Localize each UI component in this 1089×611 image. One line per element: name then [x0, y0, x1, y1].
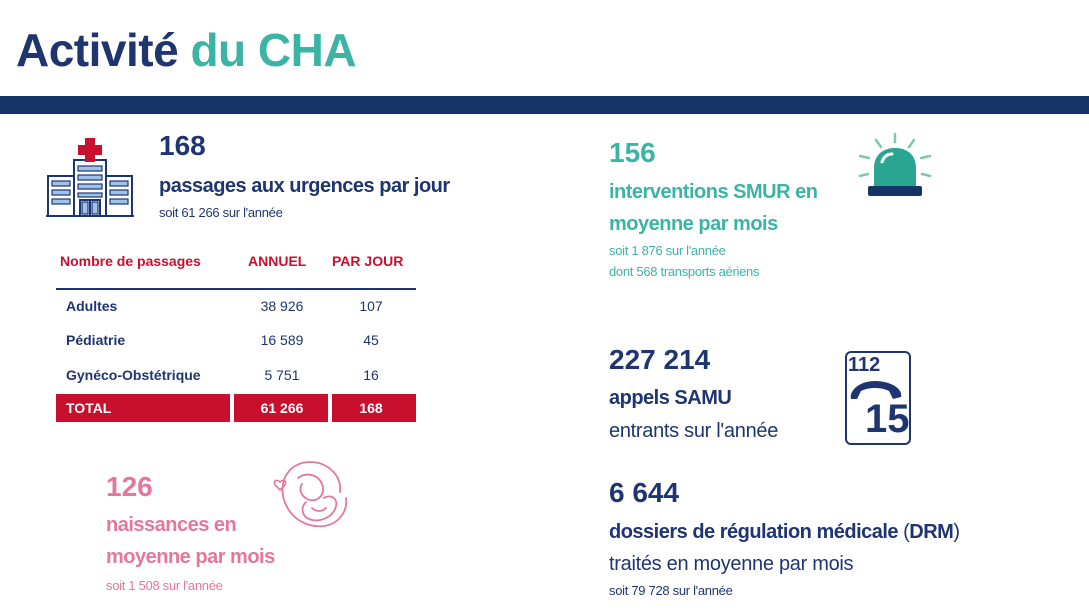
- total-annuel: 61 266: [260, 400, 304, 416]
- naissances-label-line2: moyenne par mois: [106, 546, 275, 568]
- drm-sub: soit 79 728 sur l'année: [609, 583, 733, 598]
- row-jour: 45: [363, 332, 379, 348]
- table-row: Adultes 38 926 107: [56, 292, 418, 320]
- urgences-value: 168: [159, 130, 206, 161]
- drm-label: dossiers de régulation médicale (DRM): [609, 516, 960, 548]
- row-label: Adultes: [66, 298, 118, 314]
- drm-value: 6 644: [609, 477, 680, 508]
- urgences-label: passages aux urgences par jour: [159, 175, 450, 197]
- drm-label-bold: dossiers de régulation médicale: [609, 521, 899, 543]
- mother-baby-icon: [272, 458, 352, 532]
- samu-value: 227 214: [609, 344, 711, 375]
- icon-number-112: 112: [848, 354, 881, 376]
- page-title-part2: du CHA: [190, 24, 357, 76]
- total-jour: 168: [359, 400, 383, 416]
- samu-sub: entrants sur l'année: [609, 420, 779, 442]
- phone-112-15-icon: 112 15: [845, 351, 911, 445]
- naissances-value: 126: [106, 471, 153, 502]
- icon-number-15: 15: [865, 397, 910, 441]
- row-annuel: 16 589: [260, 332, 304, 348]
- hospital-icon: [44, 134, 136, 218]
- drm-paren-close: ): [953, 521, 960, 543]
- naissances-label-line1: naissances en: [106, 514, 237, 536]
- page-title: Activité du CHA: [16, 22, 357, 78]
- naissances-sub: soit 1 508 sur l'année: [106, 578, 223, 593]
- table-row: Pédiatrie 16 589 45: [56, 326, 418, 354]
- samu-label: appels SAMU: [609, 387, 732, 409]
- row-annuel: 5 751: [264, 367, 300, 383]
- row-label: Pédiatrie: [66, 332, 126, 348]
- row-annuel: 38 926: [260, 298, 304, 314]
- drm-abbr: DRM: [909, 521, 954, 543]
- table-header-nombre: Nombre de passages: [60, 253, 201, 269]
- table-row: Gynéco-Obstétrique 5 751 16: [56, 361, 418, 389]
- urgences-sub: soit 61 266 sur l'année: [159, 205, 283, 220]
- row-jour: 107: [359, 298, 383, 314]
- smur-sub1: soit 1 876 sur l'année: [609, 243, 726, 258]
- header-band: [0, 96, 1089, 114]
- row-label: Gynéco-Obstétrique: [66, 367, 201, 383]
- table-header-par-jour: PAR JOUR: [332, 253, 404, 269]
- drm-paren-open: (: [903, 521, 910, 543]
- drm-sub-big: traités en moyenne par mois: [609, 553, 854, 575]
- table-header-divider: [56, 288, 416, 290]
- row-jour: 16: [363, 367, 379, 383]
- siren-light-icon: [856, 130, 934, 200]
- smur-label-line1: interventions SMUR en: [609, 181, 818, 203]
- table-header-annuel: ANNUEL: [248, 253, 307, 269]
- table-total-row: TOTAL 61 266 168: [56, 394, 418, 422]
- page-title-part1: Activité: [16, 24, 179, 76]
- total-label: TOTAL: [66, 400, 112, 416]
- smur-sub2: dont 568 transports aériens: [609, 264, 760, 279]
- smur-value: 156: [609, 137, 656, 168]
- smur-label-line2: moyenne par mois: [609, 213, 778, 235]
